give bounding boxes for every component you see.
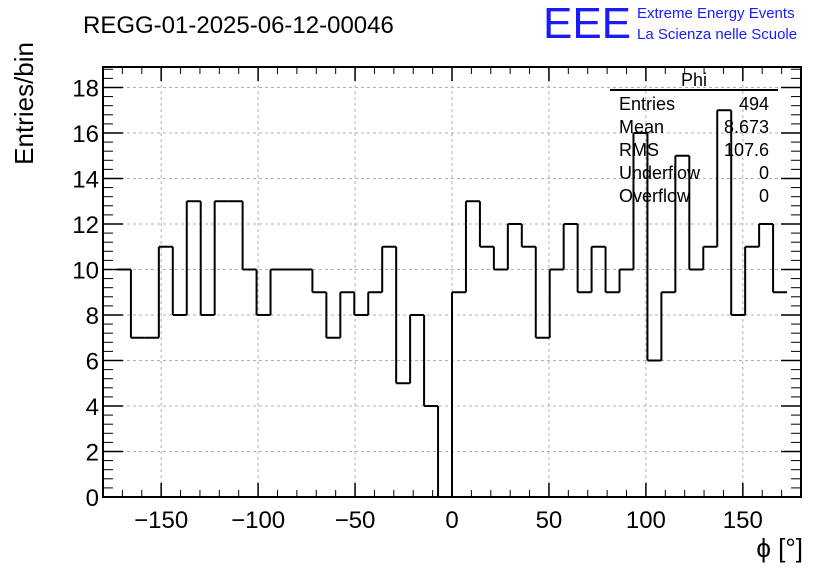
histogram-bin <box>562 222 578 270</box>
stats-value-overflow: 0 <box>759 186 769 206</box>
stats-label-mean: Mean <box>619 117 664 137</box>
x-tick-label: −50 <box>335 507 376 534</box>
x-tick-label: −150 <box>134 507 188 534</box>
logo-line-1: Extreme Energy Events <box>637 5 795 22</box>
histogram-bin <box>478 201 494 248</box>
histogram-bin <box>646 132 662 362</box>
logo-line-2: La Scienza nelle Scuole <box>637 26 797 43</box>
histogram-bin <box>716 109 732 247</box>
histogram-bin <box>688 155 704 271</box>
stats-box-title: Phi <box>681 70 707 90</box>
histogram-bin <box>744 245 760 315</box>
histogram-bin <box>451 291 466 497</box>
histogram-bin <box>590 245 606 293</box>
histogram-bin <box>660 291 676 361</box>
histogram-bin <box>395 246 411 385</box>
x-tick-label: 100 <box>626 507 666 534</box>
histogram-bin <box>185 200 201 315</box>
histogram-bin <box>674 154 690 293</box>
histogram-bin <box>423 314 439 407</box>
axis-ticks <box>103 67 801 498</box>
histogram-bin <box>339 291 355 338</box>
run-title: REGG-01-2025-06-12-00046 <box>83 12 394 39</box>
histogram-bin <box>632 131 648 270</box>
y-tick-label: 0 <box>86 485 99 512</box>
histogram-bin <box>409 313 425 384</box>
histogram-bin <box>129 269 145 339</box>
histogram-bin <box>171 246 187 316</box>
stats-label-underflow: Underflow <box>619 163 701 183</box>
y-tick-label: 6 <box>86 348 99 375</box>
x-tick-label: 0 <box>445 507 458 534</box>
plot-frame <box>102 66 802 498</box>
y-axis-title: Entries/bin <box>9 42 39 165</box>
y-tick-label: 10 <box>72 257 99 284</box>
stats-label-overflow: Overflow <box>619 186 691 206</box>
histogram-bin <box>269 268 285 315</box>
y-tick-label: 2 <box>86 439 99 466</box>
histogram-bin <box>730 110 746 316</box>
histogram-bin <box>241 201 257 271</box>
histogram-bin <box>367 291 383 315</box>
histogram-bin <box>325 292 341 339</box>
y-tick-label: 14 <box>72 166 99 193</box>
histogram-bin <box>576 223 592 294</box>
x-tick-label: 150 <box>723 507 763 534</box>
stats-label-entries: Entries <box>619 94 675 114</box>
histogram-bin <box>772 223 788 294</box>
x-tick-label: 50 <box>536 507 563 534</box>
histogram-bin <box>604 246 620 294</box>
y-tick-label: 8 <box>86 303 99 330</box>
histogram-bin <box>157 245 173 338</box>
y-tick-label: 4 <box>86 394 99 421</box>
stats-box: Phi Entries 494 Mean 8.673 RMS 107.6 Und… <box>610 70 778 206</box>
histogram-bin <box>381 245 397 293</box>
stats-value-rms: 107.6 <box>724 140 769 160</box>
stats-value-mean: 8.673 <box>724 117 769 137</box>
eee-logo: EEE <box>543 0 631 48</box>
stats-value-entries: 494 <box>739 94 769 114</box>
x-axis-title: ϕ [°] <box>756 533 803 563</box>
stats-label-rms: RMS <box>619 140 659 160</box>
stats-value-underflow: 0 <box>759 163 769 183</box>
histogram-bin <box>534 246 550 339</box>
histogram-bin <box>702 245 718 270</box>
histogram-bin <box>618 268 634 293</box>
histogram-bin <box>492 246 508 271</box>
tick-labels: −150 −100 −50 0 50 100 150 0 2 4 6 8 10 12 14 16 18 <box>72 75 763 534</box>
histogram-bin <box>506 222 522 270</box>
histogram-bin <box>464 200 480 293</box>
histogram-bin <box>213 200 229 315</box>
y-tick-label: 16 <box>72 121 99 148</box>
y-tick-label: 12 <box>72 212 99 239</box>
histogram-bars <box>116 109 788 498</box>
y-tick-label: 18 <box>72 75 99 102</box>
histogram-bin <box>353 292 369 316</box>
histogram-bin <box>548 268 564 338</box>
histogram-bin <box>255 269 271 316</box>
x-tick-label: −100 <box>231 507 285 534</box>
histogram-bin <box>520 223 536 248</box>
histogram-bin <box>311 269 327 294</box>
histogram-bin <box>199 201 215 316</box>
histogram-bin <box>758 222 774 247</box>
